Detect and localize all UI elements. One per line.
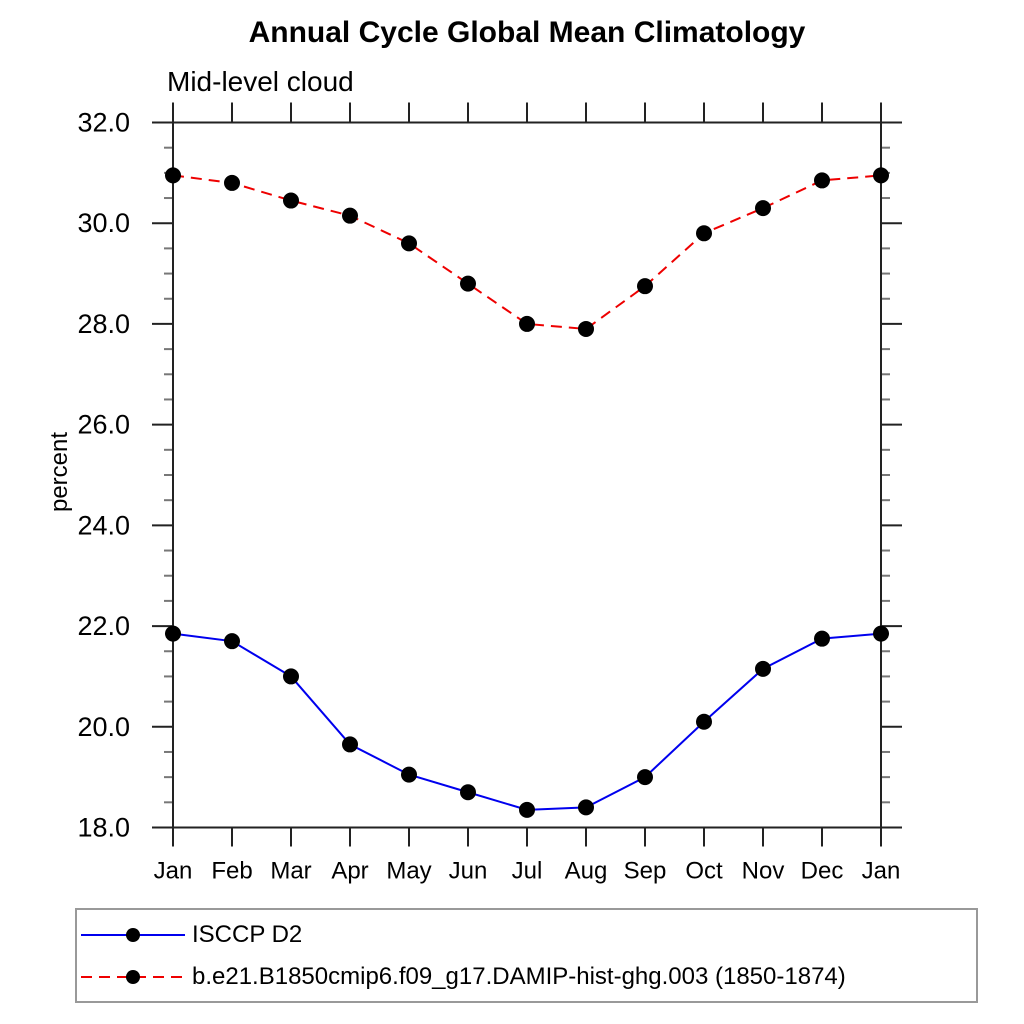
data-point-marker xyxy=(814,630,830,647)
y-tick-label: 22.0 xyxy=(77,611,130,641)
y-tick-label: 20.0 xyxy=(77,712,130,742)
chart-subtitle: Mid-level cloud xyxy=(167,66,354,97)
data-point-marker xyxy=(342,736,358,753)
y-tick-label: 24.0 xyxy=(77,510,130,540)
legend-sample xyxy=(81,969,185,984)
x-tick-label: Jan xyxy=(154,858,193,885)
data-point-marker xyxy=(637,278,653,295)
legend-marker-icon xyxy=(126,927,140,942)
x-tick-label: Mar xyxy=(270,858,311,885)
y-tick-label: 32.0 xyxy=(77,108,130,138)
data-point-marker xyxy=(283,192,299,209)
x-tick-label: Jan xyxy=(862,858,901,885)
data-point-marker xyxy=(755,200,771,217)
data-point-marker xyxy=(401,766,417,783)
legend-marker-icon xyxy=(126,969,140,984)
data-point-marker xyxy=(519,315,535,332)
y-tick-label: 28.0 xyxy=(77,309,130,339)
chart-title: Annual Cycle Global Mean Climatology xyxy=(248,16,806,49)
data-point-marker xyxy=(165,625,181,642)
y-tick-label: 18.0 xyxy=(77,813,130,843)
x-tick-label: Aug xyxy=(565,858,608,885)
y-tick-label: 30.0 xyxy=(77,208,130,238)
x-tick-label: Apr xyxy=(331,858,368,885)
legend-item-label: ISCCP D2 xyxy=(192,920,303,948)
y-tick-label: 26.0 xyxy=(77,410,130,440)
data-point-marker xyxy=(460,275,476,292)
legend-item: ISCCP D2 xyxy=(77,916,976,954)
data-point-marker xyxy=(578,799,594,816)
x-tick-label: Oct xyxy=(685,858,723,885)
legend-sample xyxy=(81,927,185,942)
data-point-marker xyxy=(224,633,240,650)
x-tick-label: Jun xyxy=(449,858,488,885)
data-point-marker xyxy=(814,172,830,189)
data-point-marker xyxy=(873,625,889,642)
x-tick-label: Jul xyxy=(512,858,543,885)
data-point-marker xyxy=(696,225,712,242)
data-point-marker xyxy=(283,668,299,685)
data-point-marker xyxy=(165,167,181,184)
x-tick-label: Sep xyxy=(624,858,667,885)
series-line-1 xyxy=(172,174,882,330)
data-point-marker xyxy=(578,320,594,337)
data-point-marker xyxy=(755,660,771,677)
data-point-marker xyxy=(637,769,653,786)
data-point-marker xyxy=(519,801,535,818)
plot-border xyxy=(172,121,882,829)
data-point-marker xyxy=(224,174,240,191)
data-point-marker xyxy=(460,784,476,801)
data-point-marker xyxy=(342,207,358,224)
legend-item: b.e21.B1850cmip6.f09_g17.DAMIP-hist-ghg.… xyxy=(77,958,976,996)
legend-box: ISCCP D2 b.e21.B1850cmip6.f09_g17.DAMIP-h… xyxy=(75,908,978,1003)
data-point-marker xyxy=(873,167,889,184)
x-tick-label: May xyxy=(386,858,431,885)
data-point-marker xyxy=(696,713,712,730)
x-tick-label: Dec xyxy=(801,858,844,885)
series-line-0 xyxy=(172,632,882,811)
x-tick-label: Feb xyxy=(211,858,252,885)
x-tick-label: Nov xyxy=(742,858,785,885)
data-point-marker xyxy=(401,235,417,252)
legend-item-label: b.e21.B1850cmip6.f09_g17.DAMIP-hist-ghg.… xyxy=(192,962,846,990)
